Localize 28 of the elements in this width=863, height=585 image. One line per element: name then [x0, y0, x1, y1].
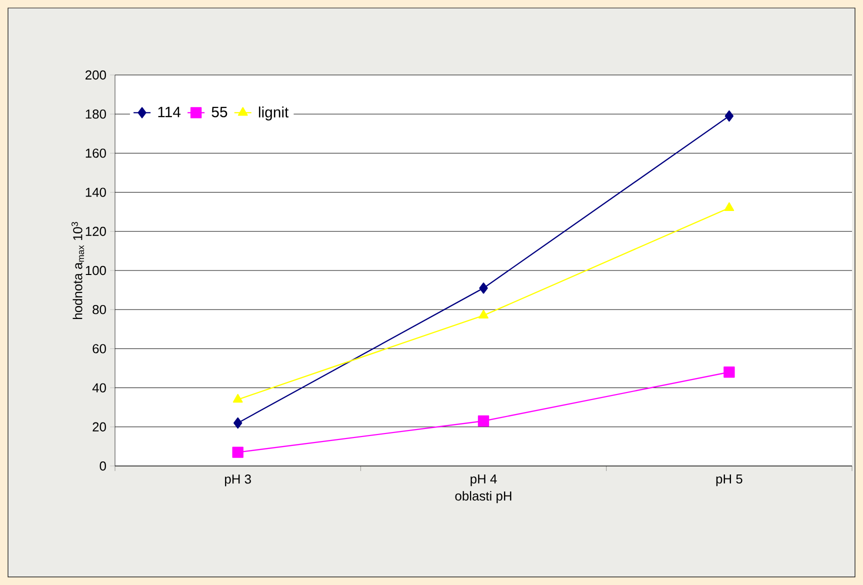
- point: [724, 110, 734, 122]
- y-tick-label: 180: [86, 109, 106, 119]
- point: [724, 202, 734, 212]
- point: [479, 282, 488, 294]
- x-axis-title: oblasti pH: [455, 491, 512, 504]
- point: [478, 415, 490, 427]
- x-tick-label: pH 4: [470, 474, 497, 486]
- x-tick-label: pH 5: [716, 474, 742, 486]
- x-tick-label: pH 3: [224, 474, 251, 486]
- point: [233, 417, 242, 429]
- legend-label: 114: [158, 106, 181, 118]
- y-tick-label: 0: [100, 461, 106, 471]
- point: [724, 366, 735, 378]
- y-tick-label: 200: [86, 70, 106, 80]
- point: [232, 394, 243, 403]
- y-tick-label: 80: [92, 304, 106, 314]
- y-tick-label: 140: [86, 188, 106, 197]
- y-tick-label: 40: [92, 383, 106, 392]
- legend-label: lignit: [258, 106, 289, 120]
- y-axis-title: hodnota a$_{max}$ 10$^{3}$: [71, 222, 84, 319]
- legend-label: 55: [212, 106, 228, 118]
- y-tick-label: 100: [86, 266, 106, 276]
- point: [232, 446, 244, 458]
- point: [478, 310, 488, 319]
- y-tick-label: 20: [92, 422, 106, 432]
- y-tick-label: 120: [86, 226, 106, 236]
- y-tick-label: 60: [92, 344, 106, 354]
- y-tick-label: 160: [86, 148, 106, 158]
